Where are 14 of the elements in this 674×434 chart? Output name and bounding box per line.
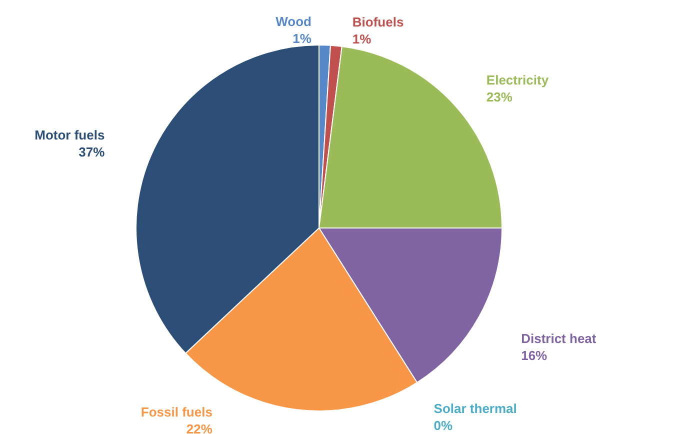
data-label: 37% xyxy=(78,144,106,160)
category-label: Solar thermal xyxy=(434,400,517,416)
data-label: 23% xyxy=(486,89,513,104)
text: 0% xyxy=(434,418,453,433)
data-label: 22% xyxy=(186,422,213,434)
slice-label: Biofuels xyxy=(352,14,404,30)
slice-label: Electricity xyxy=(486,72,550,88)
data-label: 16% xyxy=(521,348,548,364)
data-label: 1% xyxy=(292,31,312,46)
slice-label: District heat xyxy=(521,331,597,346)
data-label: 1% xyxy=(352,32,372,47)
slice-label: Motor fuels xyxy=(34,127,105,142)
slice-label: Wood xyxy=(276,14,312,30)
slice-label: Fossil fuels xyxy=(140,404,212,420)
